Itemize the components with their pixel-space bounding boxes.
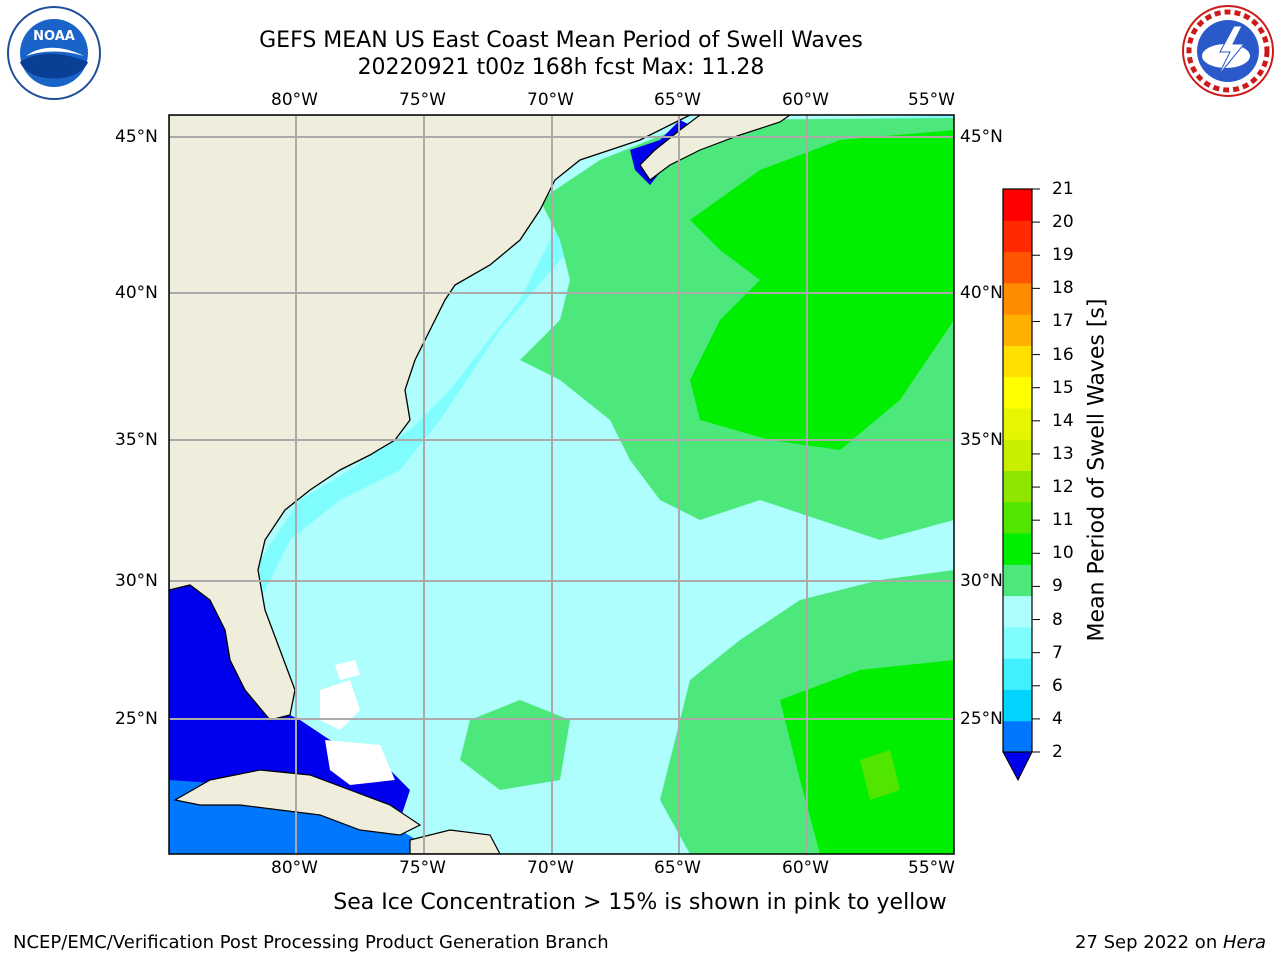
bahamas-shallow-2 (325, 740, 395, 785)
swell-zone-10-11-south (780, 660, 954, 854)
map-subtitle: 20220921 t00z 168h fcst Max: 11.28 (357, 55, 765, 80)
colorbar-band-9 (1003, 439, 1032, 471)
lat-label-right-40n: 40°N (960, 283, 1003, 303)
map-plot-area (169, 115, 954, 854)
lat-label-left-40n: 40°N (115, 283, 158, 303)
colorbar-tick-20: 20 (1052, 212, 1074, 233)
land-cuba (173, 769, 422, 836)
colorbar-band-10 (1003, 407, 1032, 440)
colorbar-tick-12: 12 (1052, 477, 1074, 498)
lon-label-top-75w: 75°W (399, 90, 446, 110)
colorbar-band-13 (1003, 314, 1032, 346)
lat-label-left-45n: 45°N (115, 127, 158, 147)
colorbar-tick-8: 8 (1052, 609, 1063, 630)
colorbar-band-5 (1003, 564, 1032, 597)
colorbar-tick-16: 16 (1052, 344, 1074, 365)
colorbar-tick-17: 17 (1052, 311, 1074, 332)
lon-label-bottom-75w: 75°W (399, 858, 446, 878)
footer-host: Hera (1222, 932, 1266, 953)
lat-label-left-30n: 30°N (115, 571, 158, 591)
lon-label-bottom-80w: 80°W (271, 858, 318, 878)
lat-label-right-35n: 35°N (960, 430, 1003, 450)
colorbar-band-2 (1003, 658, 1032, 690)
colorbar-tick-6: 6 (1052, 675, 1063, 696)
colorbar-tick-11: 11 (1052, 510, 1074, 531)
colorbar-band-4 (1003, 595, 1032, 628)
lon-label-bottom-65w: 65°W (654, 858, 701, 878)
colorbar-tick-18: 18 (1052, 278, 1074, 299)
colorbar-band-6 (1003, 533, 1032, 565)
colorbar-tick-19: 19 (1052, 245, 1074, 266)
colorbar-band-0 (1003, 720, 1032, 753)
colorbar-tick-21: 21 (1052, 179, 1074, 199)
lon-label-top-55w: 55°W (908, 90, 955, 110)
footer-date-text: 27 Sep 2022 on (1075, 932, 1223, 953)
colorbar-band-15 (1003, 251, 1032, 284)
colorbar-tick-7: 7 (1052, 642, 1063, 663)
swell-zone-10-11-north (690, 130, 954, 450)
lon-label-top-80w: 80°W (271, 90, 318, 110)
bahamas-shallow-1 (320, 680, 360, 730)
footer-credit: NCEP/EMC/Verification Post Processing Pr… (13, 932, 609, 953)
colorbar-band-3 (1003, 626, 1032, 659)
nws-logo (1182, 5, 1274, 97)
colorbar-band-12 (1003, 345, 1032, 378)
land-us-east-coast (169, 115, 691, 721)
colorbar-tick-9: 9 (1052, 576, 1063, 597)
colorbar-tick-15: 15 (1052, 377, 1074, 398)
colorbar-band-17 (1003, 189, 1032, 221)
colorbar-band-11 (1003, 376, 1032, 409)
colorbar-tick-2: 2 (1052, 742, 1063, 762)
lat-label-right-45n: 45°N (960, 127, 1003, 147)
colorbar-band-1 (1003, 689, 1032, 722)
noaa-logo-text: NOAA (33, 29, 75, 44)
graticule (169, 115, 954, 854)
map-frame (168, 114, 955, 855)
lon-label-bottom-60w: 60°W (782, 858, 829, 878)
sea-ice-caption: Sea Ice Concentration > 15% is shown in … (333, 890, 947, 915)
swell-zone-9-10-bahamas (460, 700, 570, 790)
colorbar-min-arrow (1002, 751, 1033, 782)
lat-label-left-25n: 25°N (115, 709, 158, 729)
lat-label-right-30n: 30°N (960, 571, 1003, 591)
colorbar-tick-13: 13 (1052, 443, 1074, 464)
colorbar-frame (1002, 188, 1033, 753)
lat-label-right-25n: 25°N (960, 709, 1003, 729)
map-title: GEFS MEAN US East Coast Mean Period of S… (259, 28, 863, 53)
noaa-logo: NOAA (7, 6, 101, 100)
colorbar (1002, 188, 1040, 782)
colorbar-band-8 (1003, 470, 1032, 503)
lat-label-left-35n: 35°N (115, 430, 158, 450)
colorbar-tick-4: 4 (1052, 708, 1063, 729)
bahamas-shallow-3 (335, 660, 360, 680)
colorbar-band-14 (1003, 282, 1032, 315)
land-nova-scotia (639, 115, 792, 181)
colorbar-band-7 (1003, 501, 1032, 534)
colorbar-label: Mean Period of Swell Waves [s] (1084, 298, 1110, 642)
footer-date: 27 Sep 2022 on Hera (1075, 932, 1266, 953)
lon-label-bottom-55w: 55°W (908, 858, 955, 878)
colorbar-tick-10: 10 (1052, 543, 1074, 564)
land-hispaniola (409, 829, 501, 854)
colorbar-band-16 (1003, 220, 1032, 253)
lon-label-top-65w: 65°W (654, 90, 701, 110)
colorbar-tick-14: 14 (1052, 410, 1074, 431)
lon-label-top-70w: 70°W (527, 90, 574, 110)
lon-label-bottom-70w: 70°W (527, 858, 574, 878)
swell-zone-11-12 (860, 750, 900, 800)
lon-label-top-60w: 60°W (782, 90, 829, 110)
